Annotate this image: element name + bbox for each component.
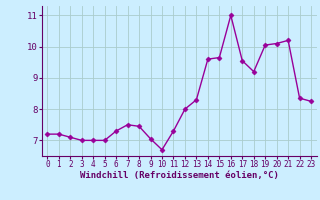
X-axis label: Windchill (Refroidissement éolien,°C): Windchill (Refroidissement éolien,°C) <box>80 171 279 180</box>
